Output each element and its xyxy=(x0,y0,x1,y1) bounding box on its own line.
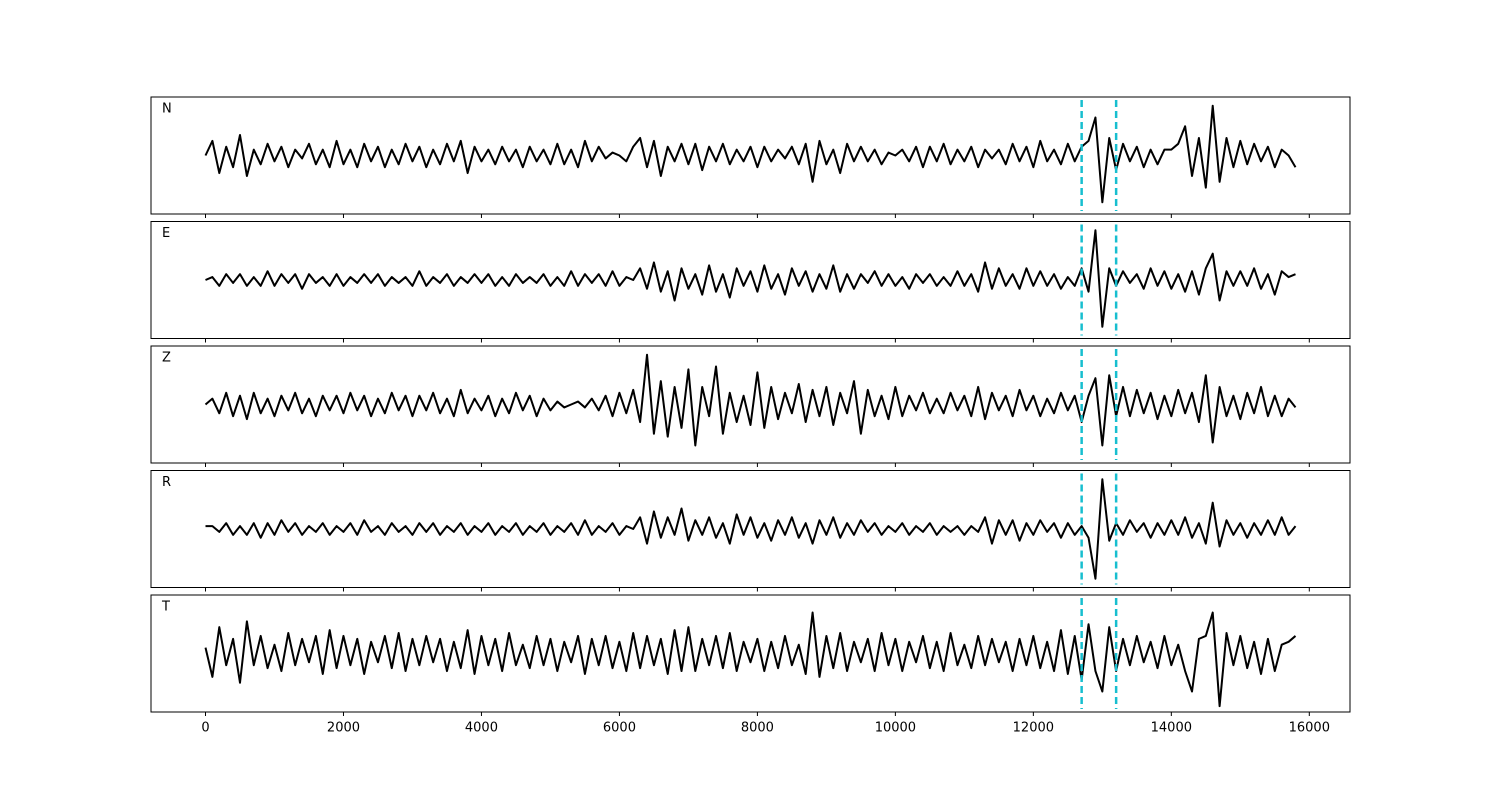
panel-label: E xyxy=(162,226,170,241)
panel: 0 2000 4000 6000 8000 10000 12000 14000 16000 T xyxy=(150,594,1351,736)
plot-area xyxy=(204,100,1297,211)
panel-label: R xyxy=(162,475,171,490)
x-tick-label: 12000 xyxy=(1013,721,1054,736)
panel-frame xyxy=(150,221,1351,339)
trace xyxy=(205,478,1297,580)
trace xyxy=(204,104,1297,204)
x-tick-label: 6000 xyxy=(603,721,636,736)
plot-area xyxy=(204,598,1297,709)
panel: Z xyxy=(150,345,1351,467)
panel-label: Z xyxy=(162,351,171,366)
x-tick-label: 4000 xyxy=(465,721,498,736)
x-tick-label: 2000 xyxy=(327,721,360,736)
panel-frame xyxy=(150,594,1351,713)
plot-area xyxy=(205,224,1296,336)
panel: E xyxy=(150,221,1351,343)
x-tick-label: 10000 xyxy=(875,721,916,736)
panel: N xyxy=(150,96,1351,218)
trace xyxy=(204,353,1297,447)
panel-frame xyxy=(150,470,1351,588)
x-tick-label: 16000 xyxy=(1289,721,1330,736)
panel-frame xyxy=(150,96,1351,215)
panel-label: T xyxy=(161,600,170,615)
plot-area xyxy=(205,473,1297,585)
panel-frame xyxy=(150,345,1351,464)
x-tick-label: 14000 xyxy=(1151,721,1192,736)
trace xyxy=(205,229,1296,328)
panel-label: N xyxy=(162,102,172,117)
plot-area xyxy=(204,349,1297,460)
x-tick-label: 0 xyxy=(201,721,209,736)
trace xyxy=(204,611,1297,708)
x-tick-label: 8000 xyxy=(741,721,774,736)
panel: R xyxy=(150,470,1351,592)
